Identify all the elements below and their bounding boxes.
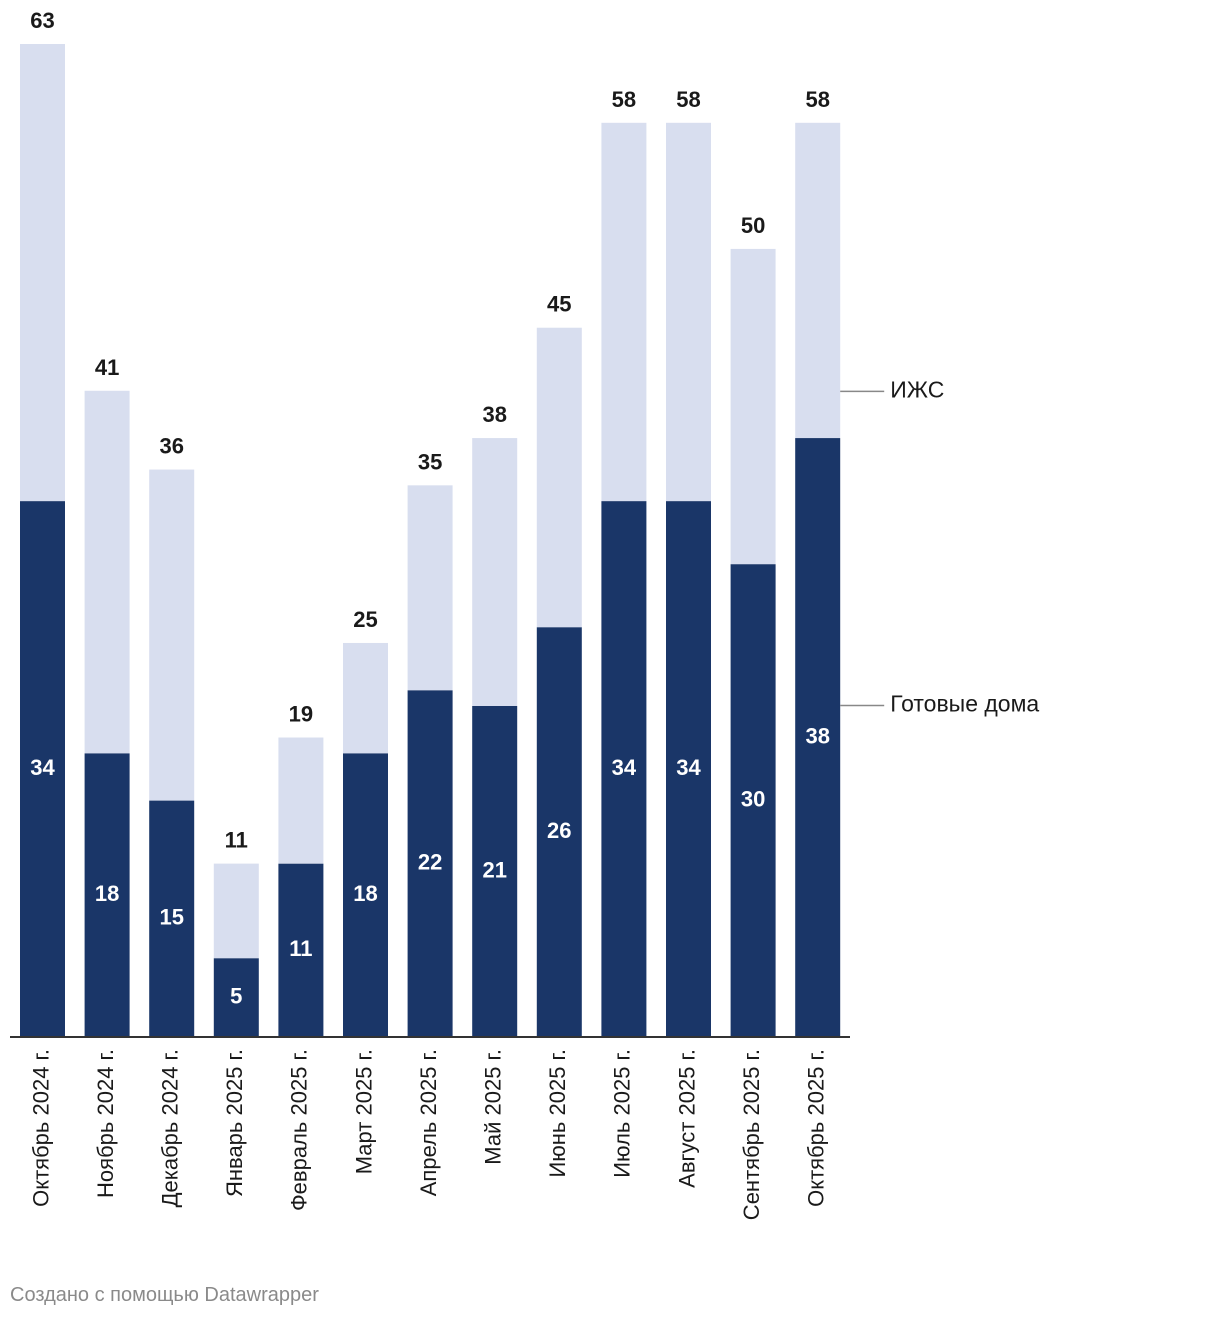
bar-segment-izhs xyxy=(795,122,841,439)
x-tick-label: Ноябрь 2024 г. xyxy=(93,1049,118,1198)
bar-segment-izhs xyxy=(730,248,776,565)
bar-value-label: 5 xyxy=(230,983,242,1008)
bars-group xyxy=(20,44,841,1038)
x-tick-label: Май 2025 г. xyxy=(481,1049,506,1165)
bar-segment-izhs xyxy=(213,863,259,959)
bar-segment-izhs xyxy=(601,122,647,502)
bar-total-label: 19 xyxy=(289,702,313,727)
x-tick-label: Июнь 2025 г. xyxy=(545,1049,570,1178)
bar-value-label: 18 xyxy=(95,881,119,906)
bar-total-label: 25 xyxy=(353,607,377,632)
x-tick-label: Апрель 2025 г. xyxy=(416,1049,441,1196)
bar-segment-gotovye-doma xyxy=(278,863,324,1037)
legend-label-gotovye-doma: Готовые дома xyxy=(890,691,1039,717)
value-labels-group: 34 63 18 41 15 36 5 11 11 19 18 25 22 35 21 38 26 45 34 58 3… xyxy=(30,8,830,1008)
bar-segment-gotovye-doma xyxy=(730,564,776,1037)
bar-segment-izhs xyxy=(666,122,711,502)
bar-segment-gotovye-doma xyxy=(213,958,259,1037)
bar-value-label: 21 xyxy=(482,857,506,882)
bar-segment-izhs xyxy=(472,438,518,706)
x-tick-label: Январь 2025 г. xyxy=(222,1049,247,1197)
bar-value-label: 18 xyxy=(353,881,377,906)
bar-segment-gotovye-doma xyxy=(149,800,195,1037)
bar-segment-gotovye-doma xyxy=(407,690,453,1037)
bar-total-label: 11 xyxy=(225,828,248,853)
bar-total-label: 58 xyxy=(612,87,636,112)
bar-segment-izhs xyxy=(20,44,65,502)
bar-value-label: 34 xyxy=(612,755,637,780)
bar-value-label: 34 xyxy=(30,755,55,780)
bar-total-label: 36 xyxy=(159,434,183,459)
bar-value-label: 30 xyxy=(741,786,765,811)
x-tick-label: Декабрь 2024 г. xyxy=(158,1049,183,1207)
legend-label-izhs: ИЖС xyxy=(890,377,944,403)
bar-segment-gotovye-doma xyxy=(472,706,518,1037)
bar-segment-izhs xyxy=(343,642,388,754)
bar-value-label: 26 xyxy=(547,818,571,843)
bar-segment-gotovye-doma xyxy=(666,501,711,1038)
bar-segment-gotovye-doma xyxy=(536,627,582,1037)
bar-total-label: 58 xyxy=(805,87,829,112)
bar-segment-gotovye-doma xyxy=(343,753,388,1037)
bar-value-label: 11 xyxy=(289,936,312,961)
x-tick-label: Февраль 2025 г. xyxy=(287,1049,312,1211)
x-tick-label: Август 2025 г. xyxy=(674,1049,699,1188)
bar-value-label: 38 xyxy=(805,723,829,748)
bar-total-label: 63 xyxy=(30,8,54,33)
x-tick-label: Октябрь 2024 г. xyxy=(28,1049,53,1207)
legend-group: ИЖС Готовые дома xyxy=(840,377,1039,717)
x-tick-label: Октябрь 2025 г. xyxy=(804,1049,829,1207)
bar-total-label: 58 xyxy=(676,87,700,112)
bar-segment-izhs xyxy=(278,737,324,864)
bar-value-label: 22 xyxy=(418,849,442,874)
bar-segment-izhs xyxy=(407,485,453,691)
bar-total-label: 38 xyxy=(482,402,506,427)
bar-segment-gotovye-doma xyxy=(601,501,647,1038)
bar-value-label: 15 xyxy=(159,905,183,930)
x-tick-label: Сентябрь 2025 г. xyxy=(739,1049,764,1220)
datawrapper-credit: Создано с помощью Datawrapper xyxy=(10,1284,319,1306)
x-tick-label: Июль 2025 г. xyxy=(610,1049,635,1178)
x-tick-label: Март 2025 г. xyxy=(351,1049,376,1174)
bar-total-label: 35 xyxy=(418,449,442,474)
bar-total-label: 45 xyxy=(547,292,571,317)
bar-segment-izhs xyxy=(536,327,582,628)
x-tick-labels-group: Октябрь 2024 г. Ноябрь 2024 г. Декабрь 202… xyxy=(28,1049,828,1220)
bar-segment-gotovye-doma xyxy=(795,438,841,1037)
bar-segment-izhs xyxy=(84,390,130,754)
bar-total-label: 41 xyxy=(95,355,119,380)
bar-total-label: 50 xyxy=(741,213,765,238)
bar-segment-gotovye-doma xyxy=(84,753,130,1037)
bar-segment-gotovye-doma xyxy=(20,501,65,1038)
bar-value-label: 34 xyxy=(676,755,701,780)
bar-segment-izhs xyxy=(149,469,195,801)
